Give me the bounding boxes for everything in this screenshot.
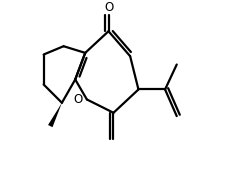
Text: O: O — [73, 93, 82, 106]
Polygon shape — [48, 103, 62, 127]
Text: O: O — [104, 1, 113, 14]
